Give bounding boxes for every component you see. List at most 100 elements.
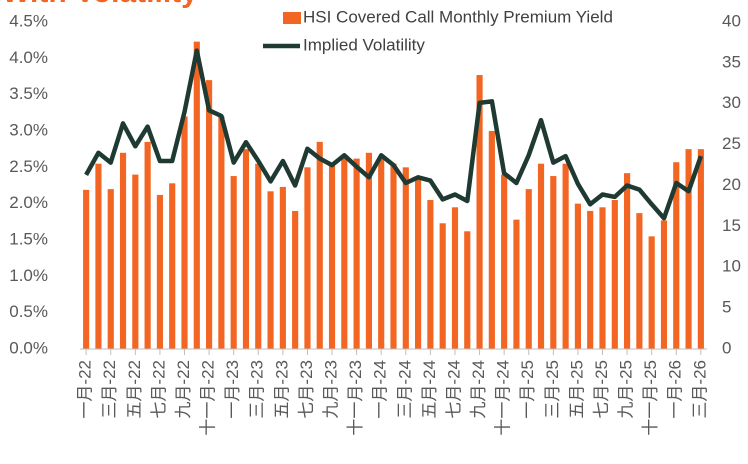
chart-title: With Volatility <box>2 0 198 9</box>
bar <box>316 141 323 349</box>
bar <box>537 163 545 349</box>
bar <box>242 149 250 349</box>
x-tick-label: 九月-23 <box>322 360 341 419</box>
bar <box>267 191 274 349</box>
y2-tick-label: 5 <box>722 298 731 317</box>
bar <box>574 203 581 349</box>
bar <box>685 149 692 349</box>
bar <box>402 167 409 349</box>
bar <box>476 75 483 350</box>
bar <box>611 200 618 349</box>
x-tick-label: 五月-22 <box>125 360 144 419</box>
bar <box>304 167 311 349</box>
bar <box>636 213 643 349</box>
x-tick-label: 一月-25 <box>518 360 537 419</box>
x-tick-label: 十一月-22 <box>199 360 218 436</box>
bar <box>648 236 655 349</box>
y2-tick-label: 10 <box>722 257 741 276</box>
y-tick-label: 3.5% <box>9 84 48 103</box>
y-tick-label: 1.5% <box>9 229 48 248</box>
x-tick-label: 九月-25 <box>617 360 636 419</box>
x-tick-label: 七月-24 <box>444 360 463 419</box>
bar <box>132 174 139 349</box>
line <box>84 48 704 221</box>
bar <box>365 152 372 349</box>
x-tick-label: 十一月-24 <box>494 360 513 436</box>
y-tick-label: 0.0% <box>9 338 48 357</box>
bar <box>390 163 397 349</box>
x-tick-label: 七月-22 <box>149 360 168 419</box>
bar <box>230 176 237 349</box>
bar <box>206 80 213 349</box>
bar <box>439 223 446 349</box>
legend-label: HSI Covered Call Monthly Premium Yield <box>303 7 613 26</box>
bar <box>427 200 434 349</box>
bar <box>83 189 90 349</box>
x-tick-label: 七月-25 <box>592 360 611 419</box>
y-tick-label: 0.5% <box>9 302 48 321</box>
y2-tick-label: 20 <box>722 175 741 194</box>
bar <box>599 207 606 349</box>
bar <box>341 154 348 349</box>
bar <box>193 41 200 350</box>
bar <box>624 173 631 349</box>
bar <box>169 183 176 349</box>
bar <box>488 131 495 349</box>
bar <box>279 186 286 349</box>
y2-tick-label: 25 <box>722 134 741 153</box>
bar <box>525 189 532 349</box>
bar <box>451 207 459 349</box>
bar <box>697 149 704 349</box>
bar <box>144 141 151 349</box>
y2-tick-label: 40 <box>722 11 741 30</box>
bar <box>107 189 114 349</box>
x-tick-label: 十一月-23 <box>346 360 365 436</box>
bar <box>328 163 336 349</box>
y-tick-label: 2.0% <box>9 193 48 212</box>
bar <box>95 163 102 349</box>
y2-tick-label: 35 <box>722 52 741 71</box>
bar <box>255 163 262 349</box>
y-tick-label: 3.0% <box>9 120 48 139</box>
bar <box>550 176 557 349</box>
x-tick-label: 三月-23 <box>248 360 267 419</box>
x-tick-label: 一月-24 <box>371 360 390 419</box>
x-tick-label: 一月-26 <box>666 360 685 419</box>
bar <box>181 116 188 349</box>
x-tick-label: 九月-24 <box>469 360 488 419</box>
bar <box>673 162 680 349</box>
x-tick-label: 一月-23 <box>223 360 242 419</box>
x-tick-label: 七月-23 <box>297 360 316 419</box>
bar <box>218 116 225 349</box>
legend-label: Implied Volatility <box>303 35 425 54</box>
y2-tick-label: 0 <box>722 338 731 357</box>
y-tick-label: 4.0% <box>9 48 48 67</box>
bar <box>378 158 385 349</box>
bar <box>660 220 668 349</box>
x-tick-label: 三月-22 <box>100 360 119 419</box>
bar <box>513 219 520 349</box>
y-tick-label: 4.5% <box>9 11 48 30</box>
y2-tick-label: 15 <box>722 216 741 235</box>
legend-swatch <box>283 12 301 24</box>
x-tick-label: 三月-26 <box>690 360 709 419</box>
x-tick-label: 九月-22 <box>174 360 193 419</box>
x-tick-label: 一月-22 <box>76 360 95 419</box>
bar <box>156 194 163 349</box>
bar <box>562 163 569 349</box>
x-tick-label: 五月-25 <box>567 360 586 419</box>
y-tick-label: 1.0% <box>9 266 48 285</box>
bar <box>415 178 422 349</box>
x-tick-label: 五月-24 <box>420 360 439 419</box>
bar <box>119 152 127 349</box>
x-tick-label: 三月-24 <box>395 360 414 419</box>
y-tick-label: 2.5% <box>9 157 48 176</box>
x-tick-label: 十一月-25 <box>641 360 660 436</box>
bar <box>587 210 594 349</box>
x-tick-label: 三月-25 <box>543 360 562 419</box>
x-tick-label: 五月-23 <box>272 360 291 419</box>
bar <box>501 174 508 349</box>
bar <box>464 231 471 349</box>
bar <box>292 210 299 349</box>
